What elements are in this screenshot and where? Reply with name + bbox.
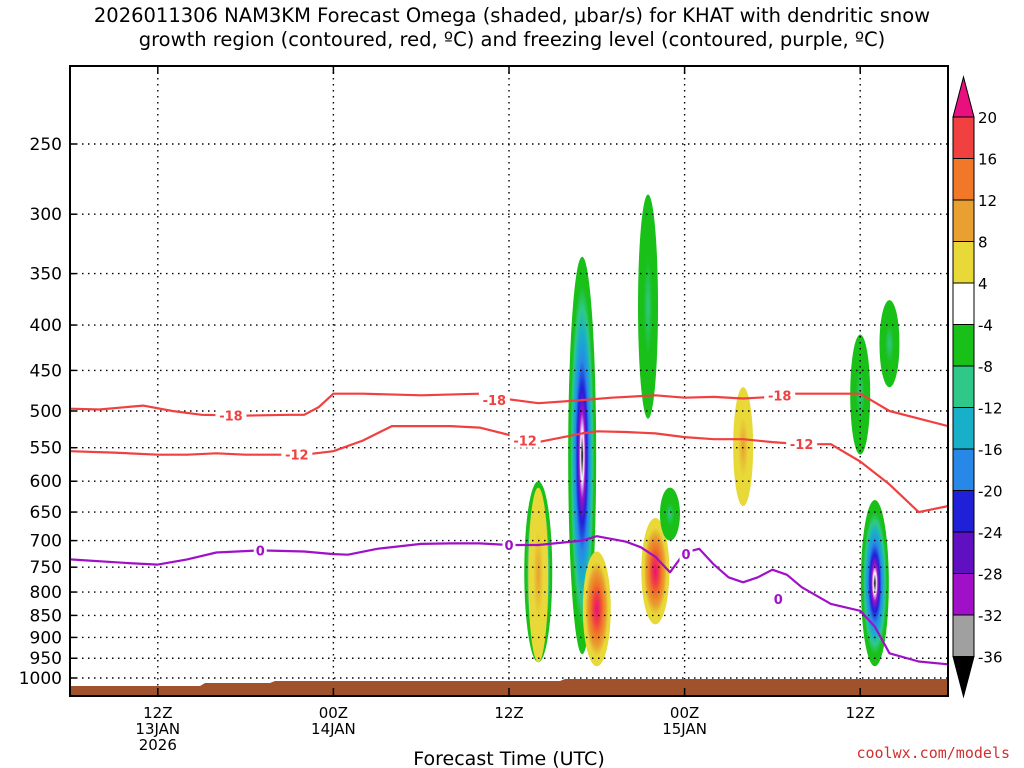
- colorbar-label: -12: [978, 400, 1003, 418]
- shade-omega-max-hour-36: [582, 551, 611, 667]
- colorbar-bin: [952, 116, 975, 159]
- x-tick-label: 12Z: [846, 704, 875, 722]
- colorbar-label: -4: [978, 317, 993, 335]
- title-line-1: 2026011306 NAM3KM Forecast Omega (shaded…: [93, 4, 931, 27]
- y-tick-500: 500: [30, 402, 62, 422]
- contour-label-bg: [771, 591, 785, 607]
- chart-title: 2026011306 NAM3KM Forecast Omega (shaded…: [0, 4, 1024, 52]
- colorbar-bin: [952, 365, 975, 408]
- y-tick-350: 350: [30, 265, 62, 285]
- contour-label-bg: [253, 542, 267, 558]
- contour-label-bg: [478, 392, 510, 408]
- contour-label-bg: [764, 387, 796, 403]
- x-tick-label: 00Z: [670, 704, 699, 722]
- colorbar-bin: [952, 199, 975, 242]
- colorbar-label: -32: [978, 607, 1003, 625]
- colorbar-label: 12: [978, 192, 997, 210]
- contour-0: [70, 535, 948, 666]
- colorbar-label: 4: [978, 275, 988, 293]
- y-tick-800: 800: [30, 583, 62, 603]
- contour-label-bg: [509, 432, 541, 448]
- colorbar-label: 20: [978, 109, 997, 127]
- y-tick-600: 600: [30, 472, 62, 492]
- x-axis-label: Forecast Time (UTC): [413, 748, 604, 768]
- contour-label-0: 0: [504, 539, 513, 554]
- y-tick-700: 700: [30, 532, 62, 552]
- colorbar-label: -36: [978, 649, 1003, 667]
- colorbar-bin: [952, 448, 975, 491]
- contour-label--12: -12: [513, 435, 537, 450]
- grid-lines: [70, 66, 948, 696]
- colorbar-bin: [952, 573, 975, 616]
- contour-label--12: -12: [790, 438, 814, 453]
- contour-label-bg: [502, 536, 516, 552]
- x-tick-label: 12Z: [494, 704, 523, 722]
- shade-omega-min-hour-55: [860, 500, 889, 667]
- contour-label--18: -18: [219, 410, 243, 425]
- shade-omega-min-hour-35: [568, 256, 597, 655]
- y-tick-900: 900: [30, 628, 62, 648]
- shade-omega-max-hour-40: [641, 517, 670, 625]
- y-tick-950: 950: [30, 649, 62, 669]
- contour-label--18: -18: [483, 394, 507, 409]
- colorbar-label: 16: [978, 151, 997, 169]
- shade-omega-max-hour-46: [733, 387, 754, 507]
- shade-omega-max-hour-32: [528, 487, 549, 663]
- contour-label-bg: [215, 407, 247, 423]
- colorbar-label: -28: [978, 566, 1003, 584]
- temperature-contours: -18 -18 -18 -12 -12 -12 0 0 0 0: [70, 387, 948, 666]
- shade-omega-min-hour-41: [659, 487, 680, 541]
- colorbar-label: -8: [978, 358, 993, 376]
- colorbar-label: -24: [978, 524, 1003, 542]
- x-tick-label: 12Z: [143, 704, 172, 722]
- site-credit: coolwx.com/models: [856, 744, 1010, 762]
- colorbar-bin: [952, 241, 975, 284]
- contour-label--12: -12: [285, 449, 309, 464]
- colorbar-bin: [952, 614, 975, 657]
- shade-omega-min-hour-56: [879, 300, 900, 388]
- colorbar-bin: [952, 282, 975, 325]
- y-tick-400: 400: [30, 316, 62, 336]
- y-tick-450: 450: [30, 361, 62, 381]
- shade-omega-min-hour-39.5: [638, 194, 659, 419]
- y-tick-850: 850: [30, 606, 62, 626]
- terrain-ground: [70, 679, 948, 696]
- y-tick-750: 750: [30, 558, 62, 578]
- y-axis: 2503003504004505005506006507007508008509…: [19, 135, 76, 689]
- contour-label-bg: [786, 436, 818, 452]
- colorbar-bin: [952, 407, 975, 450]
- colorbar-label: -20: [978, 483, 1003, 501]
- contour-label-0: 0: [256, 544, 265, 559]
- y-tick-300: 300: [30, 205, 62, 225]
- omega-shading: [524, 194, 900, 667]
- y-tick-1000: 1000: [19, 669, 62, 689]
- y-tick-550: 550: [30, 439, 62, 459]
- colorbar-bottom-arrow: [952, 656, 975, 699]
- x-tick-label: 14JAN: [311, 720, 356, 738]
- colorbar-bin: [952, 324, 975, 367]
- colorbar-bin: [952, 531, 975, 574]
- contour-label-bg: [281, 446, 313, 462]
- contour-label-bg: [679, 546, 693, 562]
- colorbar-top-arrow: [952, 75, 975, 118]
- title-line-2: growth region (contoured, red, ºC) and f…: [138, 28, 886, 51]
- colorbar-label: 8: [978, 234, 988, 252]
- colorbar-label: -16: [978, 441, 1003, 459]
- colorbar-bin: [952, 490, 975, 533]
- x-tick-label: 00Z: [319, 704, 348, 722]
- x-tick-label: 15JAN: [662, 720, 707, 738]
- y-tick-650: 650: [30, 503, 62, 523]
- contour-label-0: 0: [682, 548, 691, 563]
- x-tick-label: 13JAN: [135, 720, 180, 738]
- colorbar-bin: [952, 158, 975, 201]
- contour-label--18: -18: [768, 389, 792, 404]
- contour-label-0: 0: [774, 593, 783, 608]
- x-tick-label: 2026: [139, 736, 177, 754]
- y-tick-250: 250: [30, 135, 62, 155]
- colorbar: 20 16 12 8 4 -4 -8 -12 -16 -20 -24 -28 -32 -36: [952, 75, 1003, 699]
